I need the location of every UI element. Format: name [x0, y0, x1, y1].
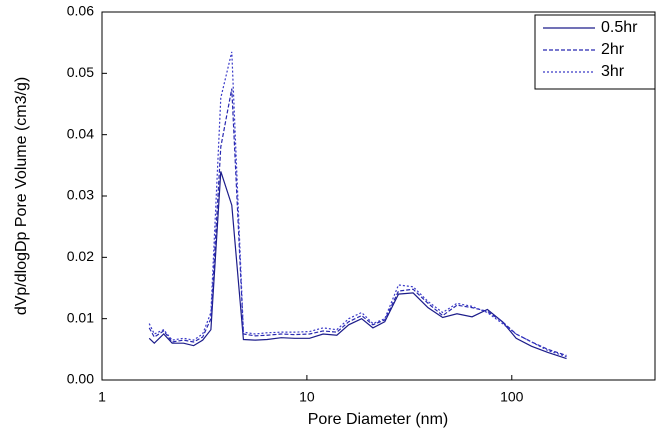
y-tick-label: 0.06 — [67, 3, 94, 19]
legend-label: 2hr — [601, 41, 625, 58]
y-tick-label: 0.02 — [67, 248, 94, 264]
y-tick-label: 0.04 — [67, 125, 94, 141]
y-axis-label: dVp/dlogDp Pore Volume (cm3/g) — [13, 77, 30, 315]
x-tick-label: 100 — [500, 389, 524, 405]
y-tick-label: 0.05 — [67, 64, 94, 80]
y-tick-label: 0.01 — [67, 309, 94, 325]
x-axis-label: Pore Diameter (nm) — [308, 411, 448, 428]
legend-label: 3hr — [601, 63, 625, 80]
data-line — [148, 88, 567, 357]
x-tick-label: 1 — [98, 389, 106, 405]
y-tick-label: 0.03 — [67, 187, 94, 203]
legend-label: 0.5hr — [601, 19, 638, 36]
x-tick-label: 10 — [299, 389, 315, 405]
y-tick-label: 0.00 — [67, 371, 94, 387]
data-line — [148, 51, 567, 358]
data-line — [148, 171, 567, 360]
legend-box — [534, 14, 656, 90]
